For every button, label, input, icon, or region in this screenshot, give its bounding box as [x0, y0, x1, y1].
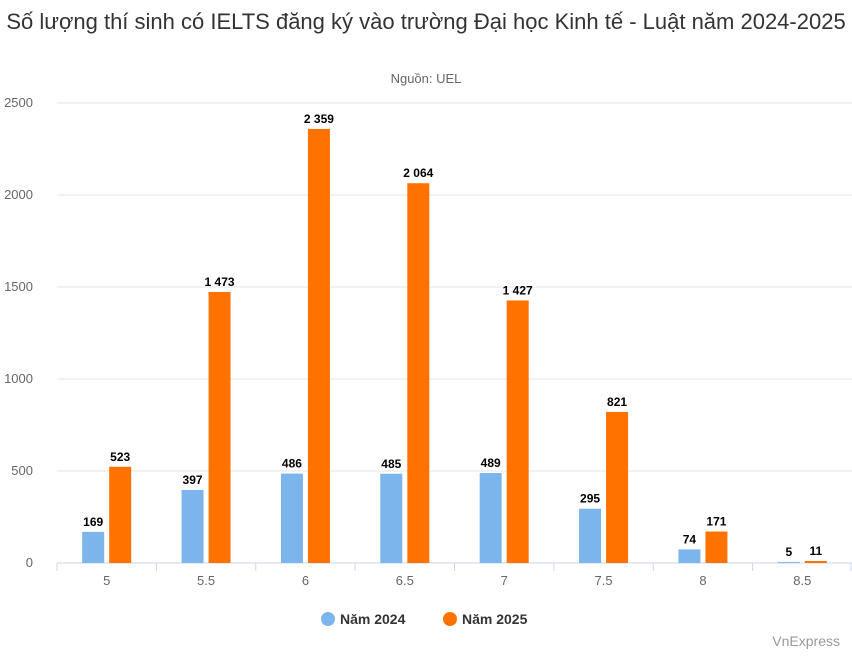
data-label: 2 064 — [403, 166, 433, 180]
data-label: 489 — [481, 456, 501, 470]
chart-subtitle: Nguồn: UEL — [390, 71, 462, 86]
y-tick-label: 1500 — [4, 279, 33, 294]
bar — [777, 562, 800, 564]
x-tick-label: 8.5 — [793, 573, 811, 588]
data-label: 486 — [282, 457, 302, 471]
data-label: 11 — [809, 544, 822, 558]
bar — [380, 473, 403, 563]
y-tick-label: 0 — [26, 555, 33, 570]
legend-marker — [321, 612, 335, 626]
data-label: 171 — [706, 515, 726, 529]
data-label: 523 — [110, 450, 130, 464]
bar — [678, 549, 701, 563]
y-tick-label: 1000 — [4, 371, 33, 386]
data-label: 397 — [183, 473, 203, 487]
x-tick-label: 6 — [302, 573, 309, 588]
x-tick-label: 5.5 — [197, 573, 215, 588]
bar — [579, 508, 602, 563]
bar — [804, 560, 827, 563]
bar — [181, 489, 204, 563]
bar — [307, 128, 330, 563]
data-label: 1 473 — [205, 275, 235, 289]
credit-label[interactable]: VnExpress — [772, 633, 840, 649]
bar — [82, 531, 105, 563]
x-tick-label: 7.5 — [595, 573, 613, 588]
bar — [208, 291, 231, 563]
data-label: 2 359 — [304, 112, 334, 126]
data-label: 295 — [580, 492, 600, 506]
chart-title: Số lượng thí sinh có IELTS đăng ký vào t… — [6, 9, 846, 34]
x-tick-label: 6.5 — [396, 573, 414, 588]
legend-marker — [443, 612, 457, 626]
bar — [407, 183, 430, 563]
bar — [606, 411, 629, 563]
x-tick-label: 7 — [501, 573, 508, 588]
data-label: 485 — [381, 457, 401, 471]
x-tick-label: 5 — [103, 573, 110, 588]
data-label: 74 — [683, 532, 697, 546]
legend-label: Năm 2024 — [340, 611, 406, 627]
bar — [109, 466, 132, 563]
data-label: 821 — [607, 395, 627, 409]
data-label: 5 — [785, 545, 792, 559]
y-tick-label: 500 — [11, 463, 33, 478]
y-tick-label: 2000 — [4, 187, 33, 202]
data-label: 169 — [83, 515, 103, 529]
x-tick-label: 8 — [699, 573, 706, 588]
bar — [479, 473, 502, 563]
legend-label: Năm 2025 — [462, 611, 528, 627]
bar — [506, 300, 529, 563]
data-label: 1 427 — [503, 283, 533, 297]
y-tick-label: 2500 — [4, 95, 33, 110]
bar — [705, 531, 728, 563]
bar — [280, 473, 303, 563]
